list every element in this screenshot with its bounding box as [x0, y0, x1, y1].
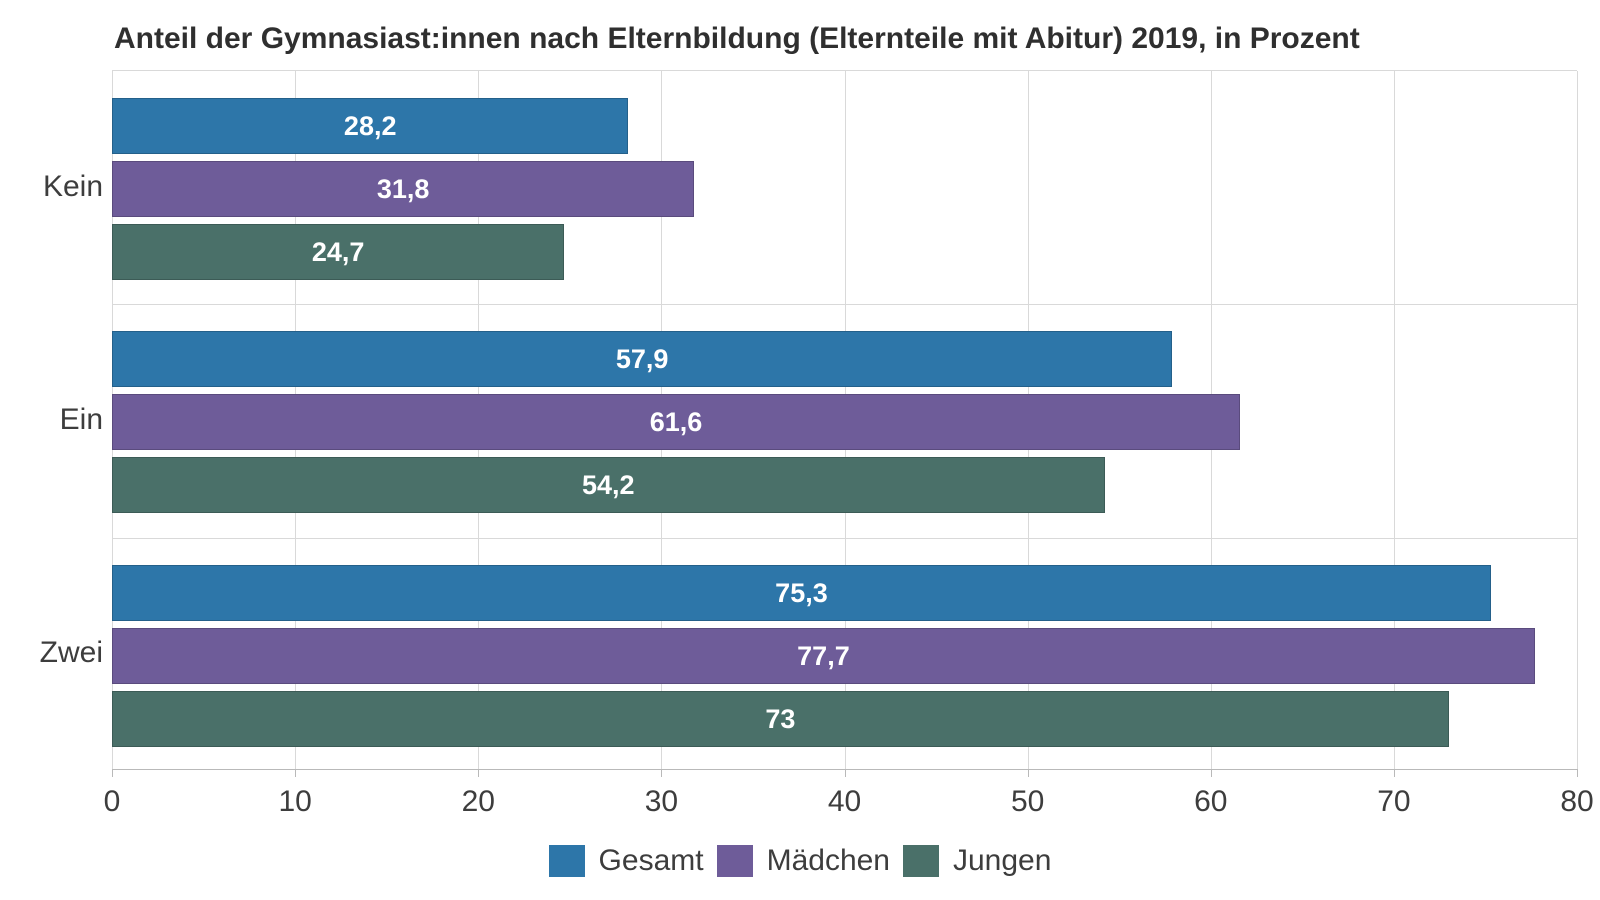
tick-mark [1027, 769, 1029, 777]
tick-mark [844, 769, 846, 777]
legend-item-maedchen: Mädchen [716, 843, 890, 879]
legend-swatch-icon [716, 845, 753, 877]
tick-mark [661, 769, 663, 777]
x-tick-label: 40 [827, 785, 862, 818]
tick-mark [1210, 769, 1212, 777]
plot-area: 28,2 31,8 24,7 57,9 61,6 54,2 75,3 77,7 73 [112, 70, 1578, 777]
category-label-kein: Kein [42, 170, 103, 203]
band-separator [112, 538, 1577, 539]
tick-mark [112, 769, 113, 777]
gridline [1393, 71, 1395, 769]
bar-value-label: 24,7 [311, 236, 365, 267]
bar-gesamt-zwei: 75,3 [112, 565, 1491, 621]
legend-label: Gesamt [598, 844, 704, 877]
bar-maedchen-ein: 61,6 [112, 394, 1241, 450]
bar-value-label: 77,7 [797, 640, 850, 671]
x-tick-label: 70 [1377, 785, 1411, 818]
bar-jungen-ein: 54,2 [112, 457, 1105, 513]
x-tick-label: 20 [461, 785, 495, 818]
legend-item-gesamt: Gesamt [548, 843, 704, 879]
tick-mark [295, 769, 297, 777]
legend-swatch-icon [548, 845, 585, 877]
bar-value-label: 31,8 [376, 173, 430, 204]
chart-title: Anteil der Gymnasiast:innen nach Elternb… [114, 22, 1360, 55]
bar-value-label: 61,6 [649, 406, 703, 437]
bar-value-label: 28,2 [343, 110, 397, 141]
gridline [1577, 71, 1578, 769]
x-tick-label: 60 [1194, 785, 1228, 818]
x-tick-label: 10 [278, 785, 312, 818]
x-tick-label: 80 [1560, 785, 1594, 818]
bar-gesamt-ein: 57,9 [112, 331, 1173, 387]
tick-mark [478, 769, 480, 777]
bar-value-label: 57,9 [615, 343, 669, 374]
bar-value-label: 75,3 [775, 577, 828, 608]
legend-label: Jungen [953, 844, 1052, 877]
tick-mark [1577, 769, 1578, 777]
x-tick-label: 50 [1010, 785, 1045, 818]
category-label-zwei: Zwei [39, 636, 103, 669]
tick-mark [1393, 769, 1395, 777]
bar-value-label: 54,2 [581, 469, 635, 500]
legend-swatch-icon [903, 845, 939, 877]
category-label-ein: Ein [59, 403, 103, 436]
bar-maedchen-kein: 31,8 [112, 161, 695, 217]
legend-item-jungen: Jungen [903, 843, 1051, 879]
x-tick-label: 30 [644, 785, 679, 818]
bar-jungen-kein: 24,7 [112, 224, 565, 280]
bar-gesamt-kein: 28,2 [112, 98, 629, 154]
legend-label: Mädchen [766, 844, 890, 877]
bar-value-label: 73 [765, 703, 796, 734]
bar-jungen-zwei: 73 [112, 691, 1449, 747]
x-tick-label: 0 [103, 785, 121, 818]
band-separator [112, 304, 1577, 305]
legend: Gesamt Mädchen Jungen [0, 843, 1600, 879]
bar-maedchen-zwei: 77,7 [112, 628, 1535, 684]
